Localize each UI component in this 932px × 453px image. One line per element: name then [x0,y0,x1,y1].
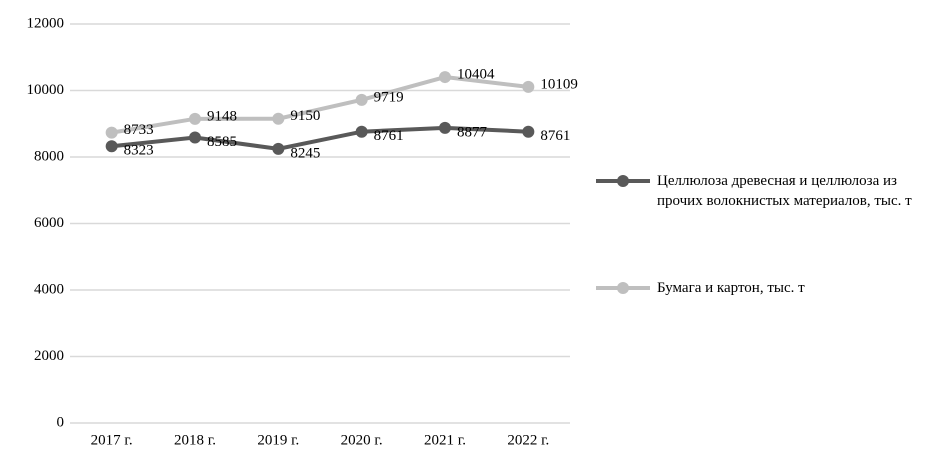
point [439,121,451,134]
y-tick-label: 8000 [34,148,64,164]
data-label: 9719 [374,89,404,105]
data-label: 8323 [124,143,154,159]
data-label: 9150 [290,108,320,124]
point [272,112,285,125]
series-line [111,125,529,151]
y-tick-label: 10000 [27,82,65,98]
y-tick-label: 2000 [34,348,64,364]
point [522,125,535,138]
data-label: 10404 [457,67,495,83]
point [522,80,535,93]
legend-marker [617,282,629,294]
y-tick-label: 6000 [34,215,64,231]
point [189,112,201,125]
legend-marker [617,175,629,187]
data-label: 8585 [207,134,237,150]
point [439,71,451,84]
data-label: 10109 [540,76,578,92]
data-label: 8761 [374,128,404,144]
x-tick-label: 2022 г. [507,432,549,448]
x-tick-label: 2020 г. [341,432,383,448]
data-label: 8761 [540,128,570,144]
point [355,93,368,106]
x-tick-label: 2019 г. [257,432,299,448]
point [189,131,201,144]
data-label: 8733 [124,122,154,138]
y-tick-label: 12000 [27,15,65,31]
point [105,140,118,153]
x-tick-label: 2018 г. [174,432,216,448]
x-tick-label: 2021 г. [424,432,466,448]
x-tick-label: 2017 г. [91,432,133,448]
series-line [111,75,529,135]
data-label: 8245 [290,145,320,161]
data-label: 8877 [457,124,488,140]
legend-label: Целлюлоза древесная и целлюлоза из прочи… [657,173,912,209]
data-label: 9148 [207,108,237,124]
point [272,142,285,155]
legend-label: Бумага и картон, тыс. т [657,280,805,296]
point [105,126,118,139]
y-tick-label: 0 [57,414,65,430]
y-tick-label: 4000 [34,281,64,297]
point [355,125,368,138]
